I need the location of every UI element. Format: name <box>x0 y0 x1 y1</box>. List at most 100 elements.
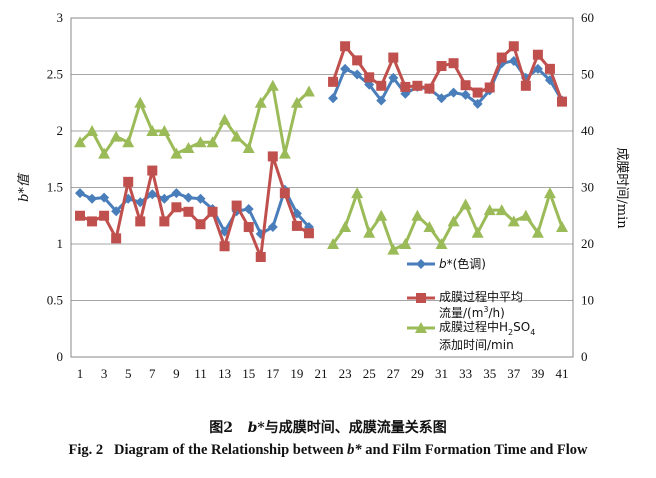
data-point <box>519 209 532 221</box>
x-tick-label: 33 <box>459 366 472 381</box>
data-point <box>243 203 254 214</box>
data-point <box>111 233 122 244</box>
x-tick-label: 5 <box>125 366 132 381</box>
data-point <box>218 113 231 125</box>
caption-en-b: b* <box>347 442 362 458</box>
y-left-tick-label: 1 <box>57 236 64 251</box>
data-point <box>266 79 279 91</box>
x-tick-label: 41 <box>556 366 569 381</box>
data-point <box>387 243 400 255</box>
x-tick-label: 29 <box>411 366 424 381</box>
legend-label-flow-1: 成膜过程中平均 <box>439 289 523 304</box>
data-point <box>87 216 98 227</box>
caption-en-text: and Film Formation Time and Flow <box>361 442 588 458</box>
data-point <box>87 193 98 204</box>
caption-cn-figure-number: 图2 <box>209 420 233 436</box>
y-right-tick-label: 20 <box>581 236 594 251</box>
data-point <box>231 200 242 211</box>
data-point <box>99 192 110 203</box>
data-point <box>170 147 183 159</box>
y-left-tick-label: 3 <box>57 10 64 25</box>
x-tick-label: 19 <box>290 366 303 381</box>
y-right-tick-label: 40 <box>581 123 594 138</box>
data-point <box>423 221 436 233</box>
data-point <box>86 125 99 136</box>
data-point <box>134 96 147 108</box>
data-point <box>543 187 556 199</box>
legend-marker-flow <box>416 293 426 303</box>
legend-marker-b <box>416 259 426 269</box>
data-point <box>207 206 218 217</box>
data-point <box>122 136 135 148</box>
data-point <box>363 226 376 238</box>
x-tick-label: 7 <box>149 366 156 381</box>
data-point <box>508 41 519 52</box>
data-point <box>340 63 351 74</box>
caption-chinese: 图2 b*与成膜时间、成膜流量关系图 <box>0 417 656 437</box>
data-point <box>507 215 520 227</box>
data-point <box>75 210 85 221</box>
data-point <box>99 210 110 221</box>
data-point <box>484 82 495 93</box>
y-right-title: 成膜时间/min <box>614 147 629 229</box>
series-2 <box>74 79 568 255</box>
x-tick-label: 11 <box>194 366 207 381</box>
data-point <box>532 63 543 74</box>
data-point <box>352 69 363 80</box>
y-right-tick-label: 10 <box>581 293 594 308</box>
data-point <box>352 55 363 66</box>
data-point <box>147 189 158 200</box>
data-point <box>340 41 351 52</box>
data-point <box>472 87 483 98</box>
data-point <box>74 136 86 148</box>
data-point <box>376 80 387 91</box>
data-point <box>412 80 423 91</box>
data-point <box>111 206 122 217</box>
data-point <box>171 188 182 199</box>
y-right-tick-label: 60 <box>581 10 594 25</box>
data-point <box>496 52 507 63</box>
data-point <box>400 81 411 92</box>
y-right-tick-label: 0 <box>581 349 588 364</box>
y-left-tick-label: 0 <box>57 349 64 364</box>
series-line <box>331 191 564 252</box>
data-point <box>520 80 531 91</box>
data-point <box>183 192 194 203</box>
y-left-tick-label: 2.5 <box>47 67 63 82</box>
data-point <box>364 72 375 83</box>
data-point <box>328 76 339 87</box>
y-left-title: b*值 <box>17 172 32 202</box>
x-tick-label: 25 <box>363 366 376 381</box>
legend-label-acid-2: 添加时间/min <box>439 338 514 352</box>
data-point <box>339 221 352 233</box>
data-point <box>182 141 195 153</box>
legend-label-flow-2: 流量/(m3/h) <box>439 305 505 320</box>
x-ticks: 1 3 5 7 9 11 13 15 17 19 21 23 25 27 29 31 33 35 37 39 41 <box>77 366 569 381</box>
y-right-ticks: 0 10 20 30 40 50 60 <box>581 10 594 364</box>
x-tick-label: 15 <box>242 366 255 381</box>
data-point <box>448 87 459 98</box>
data-point <box>460 89 471 100</box>
data-point <box>351 187 364 199</box>
data-point <box>110 130 123 142</box>
data-point <box>435 238 448 249</box>
caption-cn-text: 与成膜时间、成膜流量关系图 <box>264 420 447 436</box>
data-point <box>194 136 207 148</box>
legend-marker-acid <box>415 322 427 333</box>
data-point <box>254 96 267 108</box>
x-tick-label: 17 <box>266 366 280 381</box>
series-line <box>79 154 310 259</box>
data-point <box>159 193 170 204</box>
data-point <box>195 193 206 204</box>
data-point <box>171 202 182 213</box>
data-point <box>290 96 303 108</box>
data-point <box>411 209 424 221</box>
x-tick-label: 35 <box>483 366 496 381</box>
y-left-tick-label: 1.5 <box>47 180 63 195</box>
data-point <box>291 220 302 231</box>
data-point <box>159 216 170 227</box>
y-right-tick-label: 50 <box>581 67 594 82</box>
x-tick-label: 3 <box>101 366 108 381</box>
x-tick-label: 1 <box>77 366 84 381</box>
